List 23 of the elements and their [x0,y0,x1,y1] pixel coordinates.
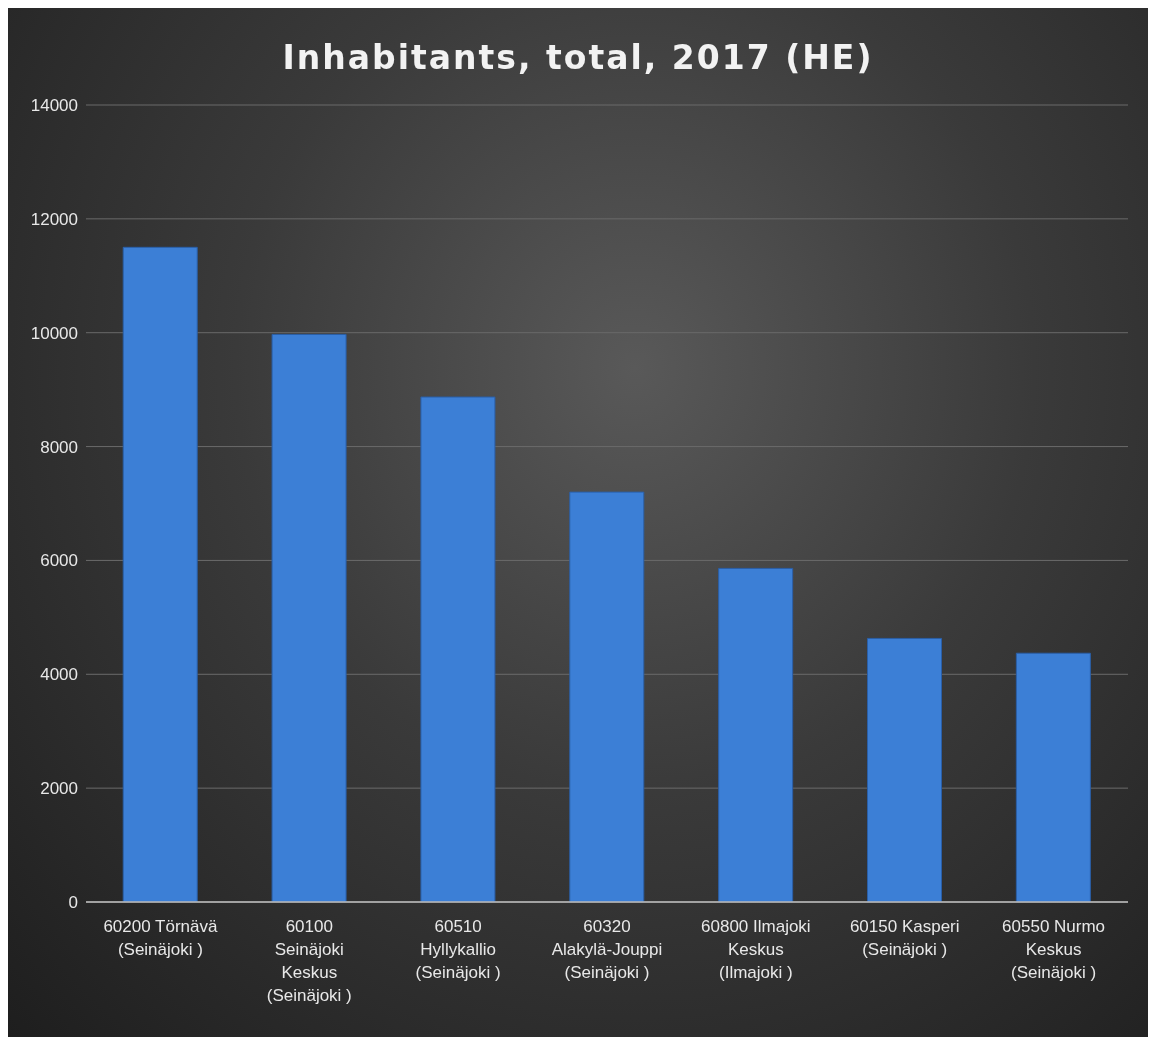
x-tick-label: 60320 Alakylä-Jouppi (Seinäjoki ) [551,917,663,982]
x-tick-label: 60200 Törnävä (Seinäjoki ) [103,917,218,959]
x-tick-label: 60510 Hyllykallio (Seinäjoki ) [415,917,501,982]
x-tick-label: 60550 Nurmo Keskus (Seinäjoki ) [1002,917,1106,982]
y-tick-label: 10000 [30,323,78,343]
bar [122,246,198,902]
y-tick-label: 12000 [30,209,78,229]
chart-title: Inhabitants, total, 2017 (HE) [281,38,875,77]
bar [271,333,347,902]
x-tick-label: 60100 Seinäjoki Keskus (Seinäjoki ) [266,917,352,1005]
bar [569,491,645,902]
x-tick-label: 60800 Ilmajoki Keskus (Ilmajoki ) [701,917,811,982]
y-tick-label: 8000 [40,437,78,457]
bar [867,637,942,902]
y-tick-label: 2000 [40,779,78,799]
bar [1015,652,1091,902]
y-tick-label: 6000 [40,551,78,571]
bar [420,396,496,902]
bar [718,567,794,902]
x-tick-label: 60150 Kasperi (Seinäjoki ) [849,917,960,959]
y-tick-label: 14000 [30,96,78,116]
y-tick-label: 4000 [40,665,78,685]
y-tick-label: 0 [68,893,78,913]
